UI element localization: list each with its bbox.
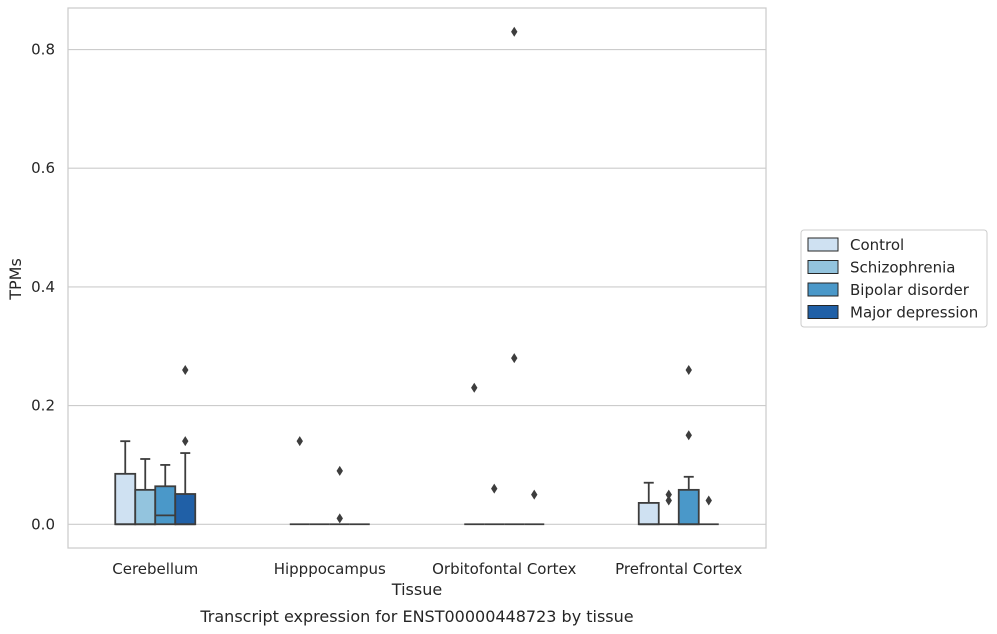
box-control <box>637 481 660 526</box>
legend-swatch <box>807 237 839 252</box>
box-major-depression <box>698 495 719 526</box>
outlier-point <box>685 430 692 441</box>
y-tick-label: 0.0 <box>31 515 55 533</box>
box-iqr <box>637 502 660 526</box>
outlier-point <box>336 465 343 476</box>
legend-swatch <box>807 305 839 319</box>
box-control <box>114 440 137 526</box>
box-bipolar-disorder <box>329 465 350 526</box>
box-bipolar-disorder <box>504 26 525 526</box>
y-axis-ticks: 0.0 0.2 0.4 0.6 0.8 <box>31 41 55 534</box>
legend-label: Schizophrenia <box>850 259 955 277</box>
outlier-point <box>296 436 303 447</box>
outlier-point <box>336 513 343 524</box>
box-schizophrenia <box>484 483 505 526</box>
legend-frame <box>800 229 988 328</box>
y-tick-label: 0.2 <box>31 397 55 415</box>
outlier-point <box>182 436 189 447</box>
outlier-point <box>705 495 712 506</box>
box-schizophrenia <box>658 489 679 526</box>
outlier-point <box>531 489 538 500</box>
box-bipolar-disorder <box>677 364 700 526</box>
legend-label: Control <box>850 236 904 254</box>
x-tick-label: Hipppocampus <box>274 560 386 578</box>
outlier-point <box>491 483 498 494</box>
outlier-point <box>665 489 672 500</box>
box-iqr <box>114 472 137 526</box>
plot-frame <box>67 7 767 549</box>
box-iqr <box>154 485 177 526</box>
x-tick-label: Cerebellum <box>112 560 198 578</box>
plot-background <box>68 8 766 548</box>
box-control <box>464 382 485 526</box>
legend: Control Schizophrenia Bipolar disorder Majo… <box>800 229 988 328</box>
outlier-point <box>471 382 478 393</box>
box-iqr <box>677 488 700 526</box>
x-axis-ticks: Cerebellum Hipppocampus Orbitofontal Corte… <box>112 560 742 578</box>
outlier-point <box>511 26 518 37</box>
chart-caption: Transcript expression for ENST0000044872… <box>199 607 633 626</box>
box-major-depression <box>524 489 545 526</box>
outlier-point <box>511 353 518 364</box>
legend-swatch <box>807 282 839 297</box>
outlier-point <box>182 364 189 375</box>
y-axis-title: TPMs <box>6 258 25 301</box>
y-tick-label: 0.4 <box>31 278 55 296</box>
box-bipolar-disorder <box>154 464 177 526</box>
box-control <box>289 436 310 526</box>
outlier-point <box>665 495 672 506</box>
legend-label: Bipolar disorder <box>850 281 970 299</box>
legend-swatch <box>807 260 839 274</box>
x-tick-label: Prefrontal Cortex <box>615 560 742 578</box>
box-iqr <box>174 493 197 526</box>
outlier-point <box>685 364 692 375</box>
y-tick-label: 0.6 <box>31 159 55 177</box>
x-tick-label: Orbitofontal Cortex <box>432 560 576 578</box>
legend-label: Major depression <box>850 304 978 322</box>
y-tick-label: 0.8 <box>31 41 55 59</box>
boxes-layer <box>114 26 719 526</box>
box-major-depression <box>174 364 197 526</box>
x-axis-title: Tissue <box>391 580 442 599</box>
box-iqr <box>134 488 157 526</box>
